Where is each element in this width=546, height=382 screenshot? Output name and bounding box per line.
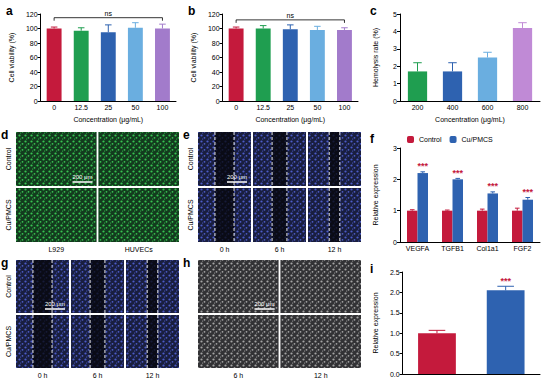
- svg-text:Control: Control: [5, 275, 12, 298]
- svg-text:120: 120: [208, 11, 220, 18]
- svg-text:0: 0: [234, 104, 238, 111]
- svg-text:0 h: 0 h: [38, 372, 48, 379]
- svg-text:800: 800: [517, 104, 529, 111]
- svg-text:20: 20: [30, 83, 38, 90]
- svg-text:2: 2: [393, 63, 397, 70]
- svg-text:200 μm: 200 μm: [45, 301, 65, 307]
- svg-text:400: 400: [447, 104, 459, 111]
- svg-text:Cell viability (%): Cell viability (%): [8, 33, 16, 83]
- svg-text:12.5: 12.5: [256, 104, 270, 111]
- svg-text:***: ***: [487, 181, 498, 191]
- svg-text:ns: ns: [287, 12, 295, 19]
- svg-text:Concentration (μg/mL): Concentration (μg/mL): [73, 116, 143, 124]
- svg-text:25: 25: [104, 104, 112, 111]
- svg-text:0: 0: [393, 98, 397, 105]
- svg-text:100: 100: [157, 104, 169, 111]
- svg-text:80: 80: [212, 40, 220, 47]
- svg-text:0 h: 0 h: [220, 246, 230, 253]
- svg-text:1.5: 1.5: [390, 309, 400, 316]
- svg-text:Relative expression: Relative expression: [372, 292, 380, 353]
- svg-text:200 μm: 200 μm: [72, 174, 92, 180]
- svg-text:i: i: [370, 262, 373, 276]
- svg-text:***: ***: [417, 161, 428, 171]
- svg-text:40: 40: [212, 69, 220, 76]
- svg-text:Control: Control: [187, 147, 194, 170]
- svg-text:0: 0: [52, 104, 56, 111]
- svg-text:200: 200: [412, 104, 424, 111]
- svg-text:1: 1: [393, 80, 397, 87]
- svg-text:TGFB1: TGFB1: [441, 245, 464, 252]
- svg-text:0: 0: [393, 239, 397, 246]
- svg-text:Hemolysis rate (%): Hemolysis rate (%): [372, 28, 380, 87]
- svg-text:200 μm: 200 μm: [227, 174, 247, 180]
- svg-text:VEGFA: VEGFA: [406, 245, 430, 252]
- svg-text:6 h: 6 h: [93, 372, 103, 379]
- svg-text:***: ***: [522, 187, 533, 197]
- svg-text:Relative expression: Relative expression: [372, 164, 380, 225]
- svg-text:e: e: [183, 128, 190, 142]
- svg-text:g: g: [1, 256, 8, 270]
- svg-text:20: 20: [212, 83, 220, 90]
- svg-text:4: 4: [393, 28, 397, 35]
- svg-text:Control: Control: [419, 136, 442, 143]
- svg-text:2.0: 2.0: [390, 289, 400, 296]
- svg-text:h: h: [183, 256, 190, 270]
- svg-text:FGF2: FGF2: [514, 245, 532, 252]
- svg-text:50: 50: [131, 104, 139, 111]
- svg-text:100: 100: [339, 104, 351, 111]
- svg-text:Col1a1: Col1a1: [476, 245, 498, 252]
- svg-text:12 h: 12 h: [314, 372, 328, 379]
- svg-text:1.0: 1.0: [390, 330, 400, 337]
- svg-text:ns: ns: [105, 10, 113, 17]
- svg-text:0.0: 0.0: [390, 371, 400, 378]
- svg-text:50: 50: [313, 104, 321, 111]
- svg-text:2.5: 2.5: [390, 269, 400, 276]
- svg-text:100: 100: [26, 25, 38, 32]
- svg-text:Concentration (μg/mL): Concentration (μg/mL): [435, 116, 505, 124]
- svg-text:80: 80: [30, 40, 38, 47]
- svg-text:600: 600: [482, 104, 494, 111]
- svg-text:f: f: [370, 132, 375, 146]
- svg-text:60: 60: [212, 54, 220, 61]
- svg-text:Cu/PMCS: Cu/PMCS: [462, 136, 493, 143]
- svg-text:Cell viability (%): Cell viability (%): [190, 33, 198, 83]
- svg-text:120: 120: [26, 11, 38, 18]
- svg-text:3: 3: [393, 45, 397, 52]
- svg-text:0.5: 0.5: [390, 350, 400, 357]
- svg-text:12 h: 12 h: [328, 246, 342, 253]
- svg-text:3: 3: [393, 145, 397, 152]
- svg-text:2: 2: [393, 176, 397, 183]
- svg-text:0: 0: [216, 98, 220, 105]
- svg-text:***: ***: [452, 168, 463, 178]
- svg-text:200 μm: 200 μm: [254, 301, 274, 307]
- svg-text:100: 100: [208, 25, 220, 32]
- svg-text:5: 5: [393, 11, 397, 18]
- svg-text:12 h: 12 h: [146, 372, 160, 379]
- svg-text:Control: Control: [5, 147, 12, 170]
- svg-text:Cu/PMCS: Cu/PMCS: [187, 199, 194, 230]
- svg-text:Cu/PMCS: Cu/PMCS: [5, 326, 12, 357]
- svg-text:40: 40: [30, 69, 38, 76]
- svg-text:0: 0: [34, 98, 38, 105]
- svg-text:1: 1: [393, 207, 397, 214]
- svg-text:25: 25: [286, 104, 294, 111]
- svg-text:d: d: [1, 128, 8, 142]
- svg-text:a: a: [6, 4, 13, 18]
- svg-text:b: b: [188, 4, 195, 18]
- svg-text:6 h: 6 h: [233, 372, 243, 379]
- svg-text:c: c: [370, 4, 377, 18]
- svg-text:Concentration (μg/mL): Concentration (μg/mL): [255, 116, 325, 124]
- svg-text:HUVECs: HUVECs: [125, 246, 154, 253]
- svg-text:***: ***: [500, 276, 511, 286]
- svg-text:12.5: 12.5: [74, 104, 88, 111]
- svg-text:60: 60: [30, 54, 38, 61]
- svg-text:6 h: 6 h: [275, 246, 285, 253]
- svg-text:L929: L929: [48, 246, 64, 253]
- svg-text:Cu/PMCS: Cu/PMCS: [5, 199, 12, 230]
